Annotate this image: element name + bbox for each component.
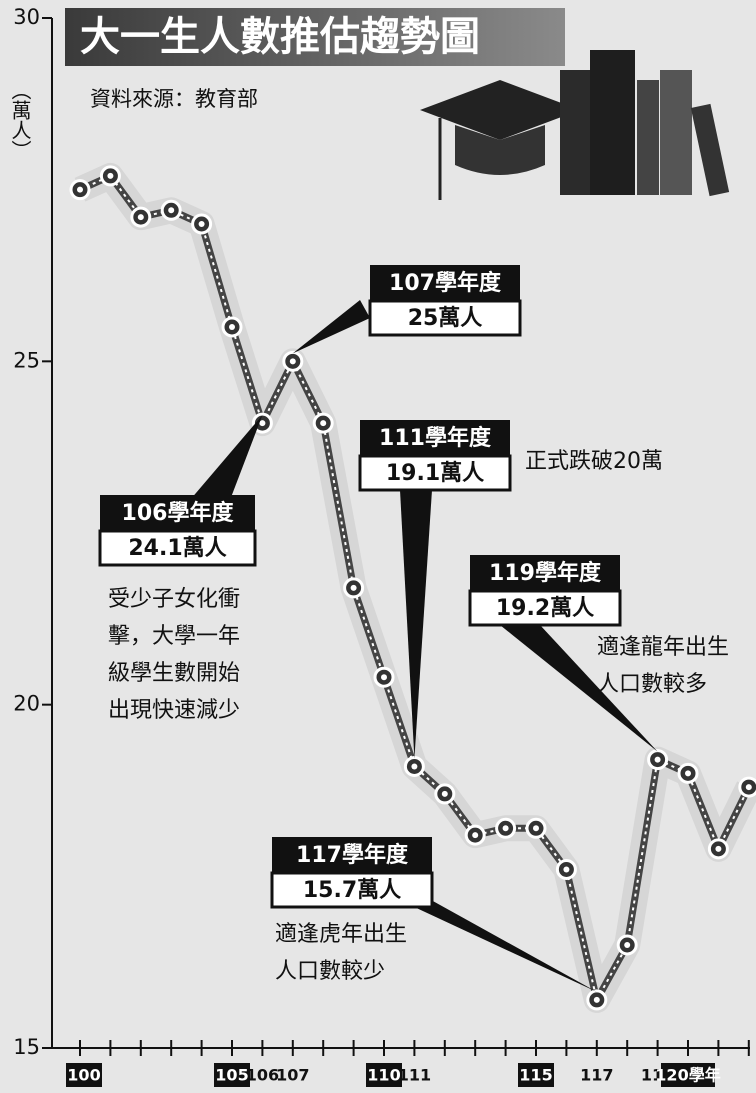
point-core <box>381 674 387 681</box>
x-tick-label: 120學年 <box>655 1066 720 1085</box>
callout-note: 擊，大學一年 <box>108 624 240 649</box>
callout-pointer <box>395 880 597 992</box>
callout-value-box <box>358 454 512 492</box>
callout-title-box <box>370 265 520 301</box>
point-core <box>533 825 539 832</box>
x-tick-box <box>214 1063 250 1087</box>
y-tick-label: 15 <box>13 1035 40 1059</box>
callout-title-box <box>100 495 255 531</box>
callout-note: 適逢龍年出生 <box>597 635 729 660</box>
point-core <box>289 358 296 365</box>
callout-note: 適逢虎年出生 <box>275 922 407 947</box>
y-tick-label: 25 <box>13 348 40 372</box>
point-core <box>229 324 235 330</box>
x-tick-box <box>366 1063 402 1087</box>
point-core <box>624 942 631 948</box>
point-core <box>685 770 691 777</box>
x-tick-box <box>66 1063 102 1087</box>
point-core <box>168 207 175 214</box>
callout-note: 出現快速減少 <box>108 698 240 723</box>
y-axis-label: （萬人） <box>8 80 32 160</box>
callout-value: 19.1萬人 <box>386 461 484 486</box>
callout-value: 15.7萬人 <box>303 878 401 903</box>
decoration <box>420 50 730 200</box>
callout-value-box <box>270 871 434 909</box>
x-tick-label: 107 <box>276 1066 309 1085</box>
point-core <box>198 221 205 227</box>
x-tick-box <box>661 1063 715 1087</box>
x-tick-label: 106 <box>246 1066 279 1085</box>
callout-year: 111學年度 <box>379 425 492 451</box>
point-core <box>77 186 83 193</box>
callout-value: 25萬人 <box>408 306 483 331</box>
callout-note: 受少子女化衝 <box>108 587 240 612</box>
source: 資料來源：教育部 <box>90 87 258 111</box>
point-core <box>441 790 448 797</box>
point-core <box>411 763 418 770</box>
callout-value-box <box>368 299 522 337</box>
point-core <box>350 584 357 591</box>
chart-title: 大一生人數推估趨勢圖 <box>80 13 480 60</box>
callout-year: 107學年度 <box>389 270 502 296</box>
x-tick-label: 100 <box>67 1066 100 1085</box>
callout-title-box <box>470 555 620 591</box>
callout-note: 人口數較多 <box>597 672 707 697</box>
callout-note: 正式跌破20萬 <box>525 449 663 474</box>
title-banner <box>65 8 565 66</box>
point-core <box>715 845 722 852</box>
point-core <box>137 214 144 221</box>
callout-value-box <box>468 589 622 627</box>
x-tick-label: 105 <box>215 1066 248 1085</box>
x-tick-label: 111 <box>398 1066 431 1085</box>
point-core <box>654 756 661 763</box>
x-tick-label: 117 <box>580 1066 613 1085</box>
point-core <box>320 420 327 427</box>
callout-value: 19.2萬人 <box>496 596 594 621</box>
callout-year: 119學年度 <box>489 560 602 586</box>
callout-title-box <box>272 837 432 873</box>
callout-pointer <box>500 625 658 752</box>
callout-value: 24.1萬人 <box>128 536 226 561</box>
x-tick-label: 110 <box>367 1066 400 1085</box>
point-core <box>107 172 114 179</box>
x-tick-box <box>518 1063 554 1087</box>
callout-year: 117學年度 <box>296 842 409 868</box>
callout-note: 人口數較少 <box>275 959 385 984</box>
callout-year: 106學年度 <box>122 500 235 526</box>
point-core <box>745 784 752 791</box>
callout-title-box <box>360 420 510 456</box>
point-core <box>593 996 600 1003</box>
callout-pointer <box>400 490 432 759</box>
callout-note: 級學生數開始 <box>108 661 240 686</box>
point-core <box>502 825 509 832</box>
callout-pointer <box>190 415 263 500</box>
y-tick-label: 20 <box>13 692 40 716</box>
point-core <box>563 866 570 873</box>
point-core <box>259 420 266 427</box>
y-tick-label: 30 <box>13 5 40 29</box>
x-tick-label: 115 <box>519 1066 552 1085</box>
callout-pointer <box>292 300 370 354</box>
point-core <box>472 832 479 839</box>
callout-value-box <box>98 529 257 567</box>
